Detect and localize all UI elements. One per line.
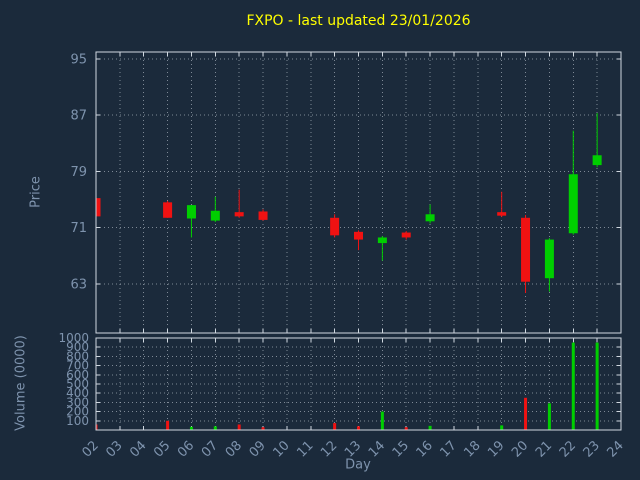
volume-bar — [547, 403, 551, 430]
x-tick-label: 08 — [223, 438, 245, 460]
candle-up — [425, 214, 435, 222]
volume-bar — [380, 411, 384, 430]
volume-bar — [404, 427, 408, 430]
volume-tick-label: 500 — [66, 377, 89, 391]
volume-bar — [213, 426, 217, 430]
x-axis-label: Day — [345, 457, 371, 473]
x-tick-label: 20 — [509, 438, 531, 460]
volume-bar — [189, 426, 193, 430]
x-tick-label: 06 — [175, 438, 197, 460]
x-tick-label: 02 — [80, 438, 102, 460]
volume-plot-border — [95, 337, 622, 431]
volume-tick-label: 1000 — [58, 331, 89, 345]
x-tick-label: 12 — [318, 438, 340, 460]
x-tick-label: 16 — [414, 438, 436, 460]
volume-bar — [237, 424, 241, 430]
price-plot-border — [95, 51, 622, 334]
candle-up — [568, 174, 578, 234]
x-tick-label: 24 — [605, 438, 627, 460]
volume-bar — [595, 342, 599, 430]
volume-tick-label: 200 — [66, 405, 89, 419]
x-tick-label: 14 — [366, 438, 388, 460]
volume-tick-label: 300 — [66, 395, 89, 409]
price-tick-label: 79 — [70, 165, 87, 180]
candle-down — [401, 232, 411, 238]
volume-tick-label: 600 — [66, 368, 89, 382]
x-tick-label: 17 — [437, 438, 459, 460]
candle-down — [234, 212, 244, 217]
x-tick-label: 19 — [485, 438, 507, 460]
candle-up — [592, 155, 602, 166]
candle-down — [521, 217, 531, 282]
candle-up — [210, 210, 220, 221]
candle-down — [497, 212, 507, 216]
volume-tick-label: 800 — [66, 349, 89, 363]
x-tick-label: 13 — [342, 438, 364, 460]
x-tick-label: 09 — [247, 438, 269, 460]
x-tick-label: 05 — [151, 438, 173, 460]
volume-bar — [96, 424, 98, 430]
candle-up — [186, 205, 196, 219]
candles-layer — [96, 113, 602, 293]
volume-tick-label: 400 — [66, 386, 89, 400]
x-tick-label: 04 — [127, 438, 149, 460]
x-tick-label: 10 — [270, 438, 292, 460]
chart-title: FXPO - last updated 23/01/2026 — [246, 13, 471, 29]
volume-tick-label: 100 — [66, 414, 89, 428]
candle-up — [544, 239, 554, 279]
x-tick-label: 15 — [390, 438, 412, 460]
price-tick-label: 87 — [70, 109, 87, 124]
x-tick-label: 03 — [103, 438, 125, 460]
candle-down — [330, 217, 340, 236]
x-tick-label: 18 — [461, 438, 483, 460]
volume-tick-label: 900 — [66, 340, 89, 354]
x-tick-label: 22 — [557, 438, 579, 460]
volume-tick-label: 700 — [66, 359, 89, 373]
x-tick-label: 07 — [199, 438, 221, 460]
volume-bar — [428, 425, 432, 430]
volume-bar — [571, 342, 575, 430]
candle-down — [163, 202, 173, 218]
volume-bar — [261, 427, 265, 430]
volume-bar — [500, 425, 504, 430]
volume-bar — [357, 426, 360, 430]
x-tick-label: 11 — [294, 438, 316, 460]
price-tick-label: 63 — [70, 277, 87, 292]
volume-bar — [166, 420, 170, 430]
candle-up — [377, 237, 387, 244]
volume-bar — [524, 397, 528, 430]
price-tick-label: 71 — [70, 221, 87, 236]
volume-bar — [333, 423, 337, 430]
x-tick-label: 23 — [581, 438, 603, 460]
volume-layer — [96, 342, 599, 430]
candle-down — [96, 198, 101, 217]
x-tick-label: 21 — [533, 438, 555, 460]
candle-down — [354, 231, 363, 240]
candle-down — [258, 211, 268, 220]
price-tick-label: 95 — [70, 53, 87, 68]
